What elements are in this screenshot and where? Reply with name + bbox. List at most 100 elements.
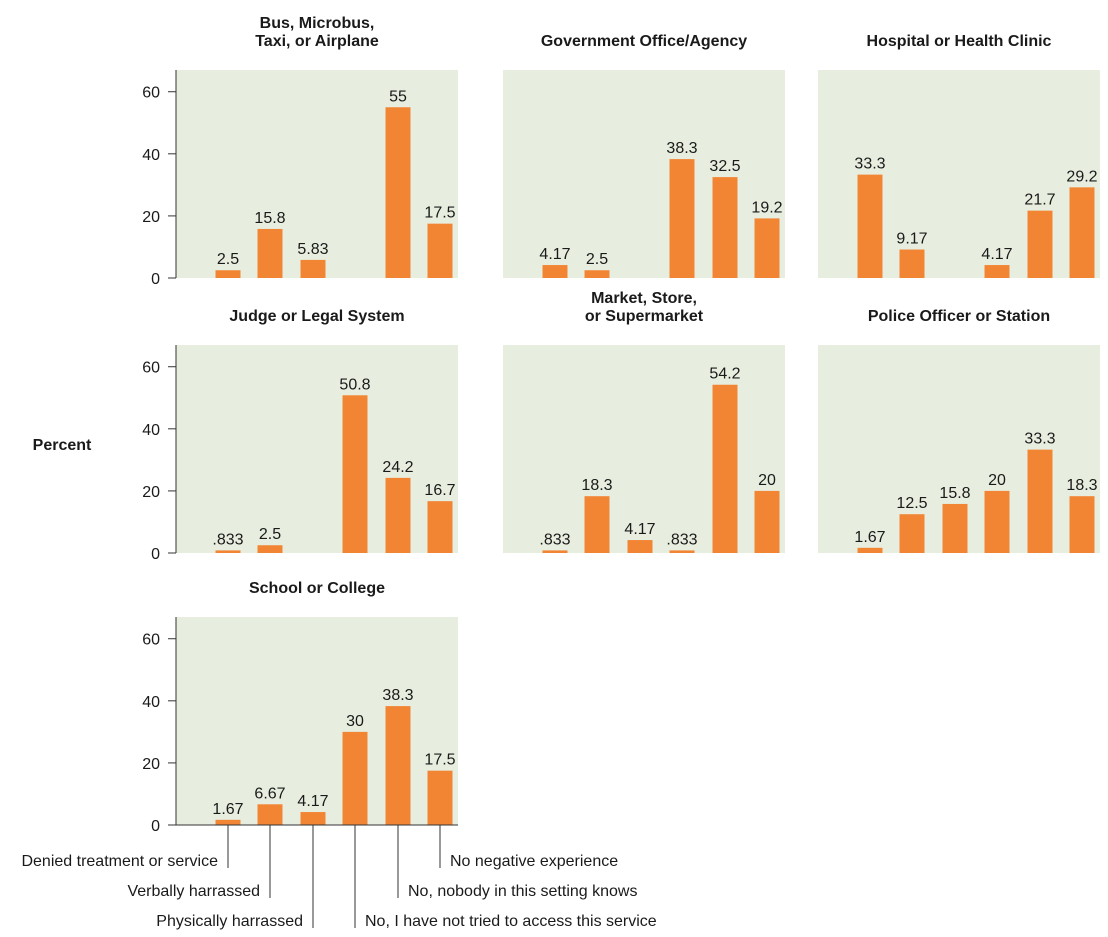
y-tick-label: 0 [151, 271, 160, 288]
category-label: Verbally harrassed [127, 883, 260, 900]
bar-value-label: 29.2 [1066, 168, 1097, 185]
bar-value-label: .833 [666, 531, 697, 548]
bar [257, 228, 283, 278]
bar [1069, 496, 1095, 553]
bar-value-label: 20 [988, 472, 1006, 489]
bar-value-label: 33.3 [1024, 431, 1055, 448]
panel-title: Government Office/Agency [541, 33, 747, 50]
bar [1027, 449, 1053, 553]
panel-title: School or College [249, 580, 385, 597]
bar [300, 259, 326, 278]
bar-value-label: 30 [346, 713, 364, 730]
bar-value-label: 50.8 [339, 376, 370, 393]
bar [427, 501, 453, 553]
panel-background [503, 70, 785, 278]
bar [899, 249, 925, 278]
bar [669, 550, 695, 553]
panel-title: Bus, Microbus, [260, 15, 375, 32]
y-tick-label: 20 [142, 484, 160, 501]
bar-value-label: 38.3 [666, 140, 697, 157]
bar-value-label: 4.17 [297, 793, 328, 810]
bar [342, 395, 368, 553]
y-tick-label: 60 [142, 360, 160, 377]
bar [1069, 187, 1095, 278]
bar-value-label: 19.2 [751, 199, 782, 216]
bar [942, 503, 968, 553]
bar-value-label: .833 [539, 531, 570, 548]
bar-value-label: 18.3 [581, 477, 612, 494]
bar [712, 384, 738, 553]
bar [542, 265, 568, 278]
bar-value-label: 18.3 [1066, 477, 1097, 494]
bar-value-label: 4.17 [624, 521, 655, 538]
panel-background [503, 345, 785, 553]
bar [300, 812, 326, 825]
bar [899, 514, 925, 553]
y-tick-label: 60 [142, 85, 160, 102]
panel-title: Market, Store, [591, 290, 697, 307]
y-tick-label: 60 [142, 632, 160, 649]
bar [257, 545, 283, 553]
bar [584, 496, 610, 553]
bar-value-label: 16.7 [424, 482, 455, 499]
bar-value-label: 1.67 [212, 801, 243, 818]
bar-value-label: 6.67 [254, 785, 285, 802]
y-axis-title: Percent [33, 437, 92, 454]
bar-value-label: 5.83 [297, 241, 328, 258]
y-tick-label: 40 [142, 694, 160, 711]
bar-value-label: 2.5 [259, 526, 281, 543]
bar-value-label: 54.2 [709, 366, 740, 383]
y-tick-label: 40 [142, 147, 160, 164]
category-label: No negative experience [450, 853, 618, 870]
panel-background [176, 345, 458, 553]
y-tick-label: 20 [142, 756, 160, 773]
panel-title: Police Officer or Station [868, 308, 1050, 325]
bar [712, 177, 738, 278]
bar [584, 270, 610, 278]
y-tick-label: 0 [151, 818, 160, 835]
bar [542, 550, 568, 553]
y-tick-label: 40 [142, 422, 160, 439]
bar [215, 270, 241, 278]
bar [215, 819, 241, 825]
bar [385, 477, 411, 553]
bar-value-label: 21.7 [1024, 192, 1055, 209]
bar-value-label: 15.8 [254, 210, 285, 227]
bar-value-label: 17.5 [424, 752, 455, 769]
bar [257, 804, 283, 825]
bar [427, 770, 453, 825]
bar [984, 490, 1010, 553]
y-tick-label: 20 [142, 209, 160, 226]
bar [627, 540, 653, 553]
panel-title: Taxi, or Airplane [255, 33, 379, 50]
bar [385, 107, 411, 279]
bar-value-label: 2.5 [586, 251, 608, 268]
bar-value-label: 4.17 [981, 246, 1012, 263]
bar [427, 223, 453, 278]
bar-value-label: 38.3 [382, 687, 413, 704]
panel-title: Hospital or Health Clinic [867, 33, 1052, 50]
y-tick-label: 0 [151, 546, 160, 563]
bar [385, 706, 411, 825]
bar-value-label: .833 [212, 531, 243, 548]
bar-value-label: 1.67 [854, 529, 885, 546]
bar-value-label: 32.5 [709, 158, 740, 175]
bar-value-label: 55 [389, 88, 407, 105]
bar [857, 547, 883, 553]
bar [215, 550, 241, 553]
bar-value-label: 17.5 [424, 205, 455, 222]
bar [857, 174, 883, 278]
bar-value-label: 2.5 [217, 251, 239, 268]
bar-value-label: 20 [758, 472, 776, 489]
bar [984, 265, 1010, 278]
bar-value-label: 24.2 [382, 459, 413, 476]
bar [342, 731, 368, 825]
bar-value-label: 9.17 [896, 231, 927, 248]
bar [1027, 210, 1053, 278]
category-label: No, I have not tried to access this serv… [365, 913, 657, 930]
panel-background [176, 70, 458, 278]
bar [754, 218, 780, 278]
panel-background [176, 617, 458, 825]
category-label: No, nobody in this setting knows [408, 883, 637, 900]
